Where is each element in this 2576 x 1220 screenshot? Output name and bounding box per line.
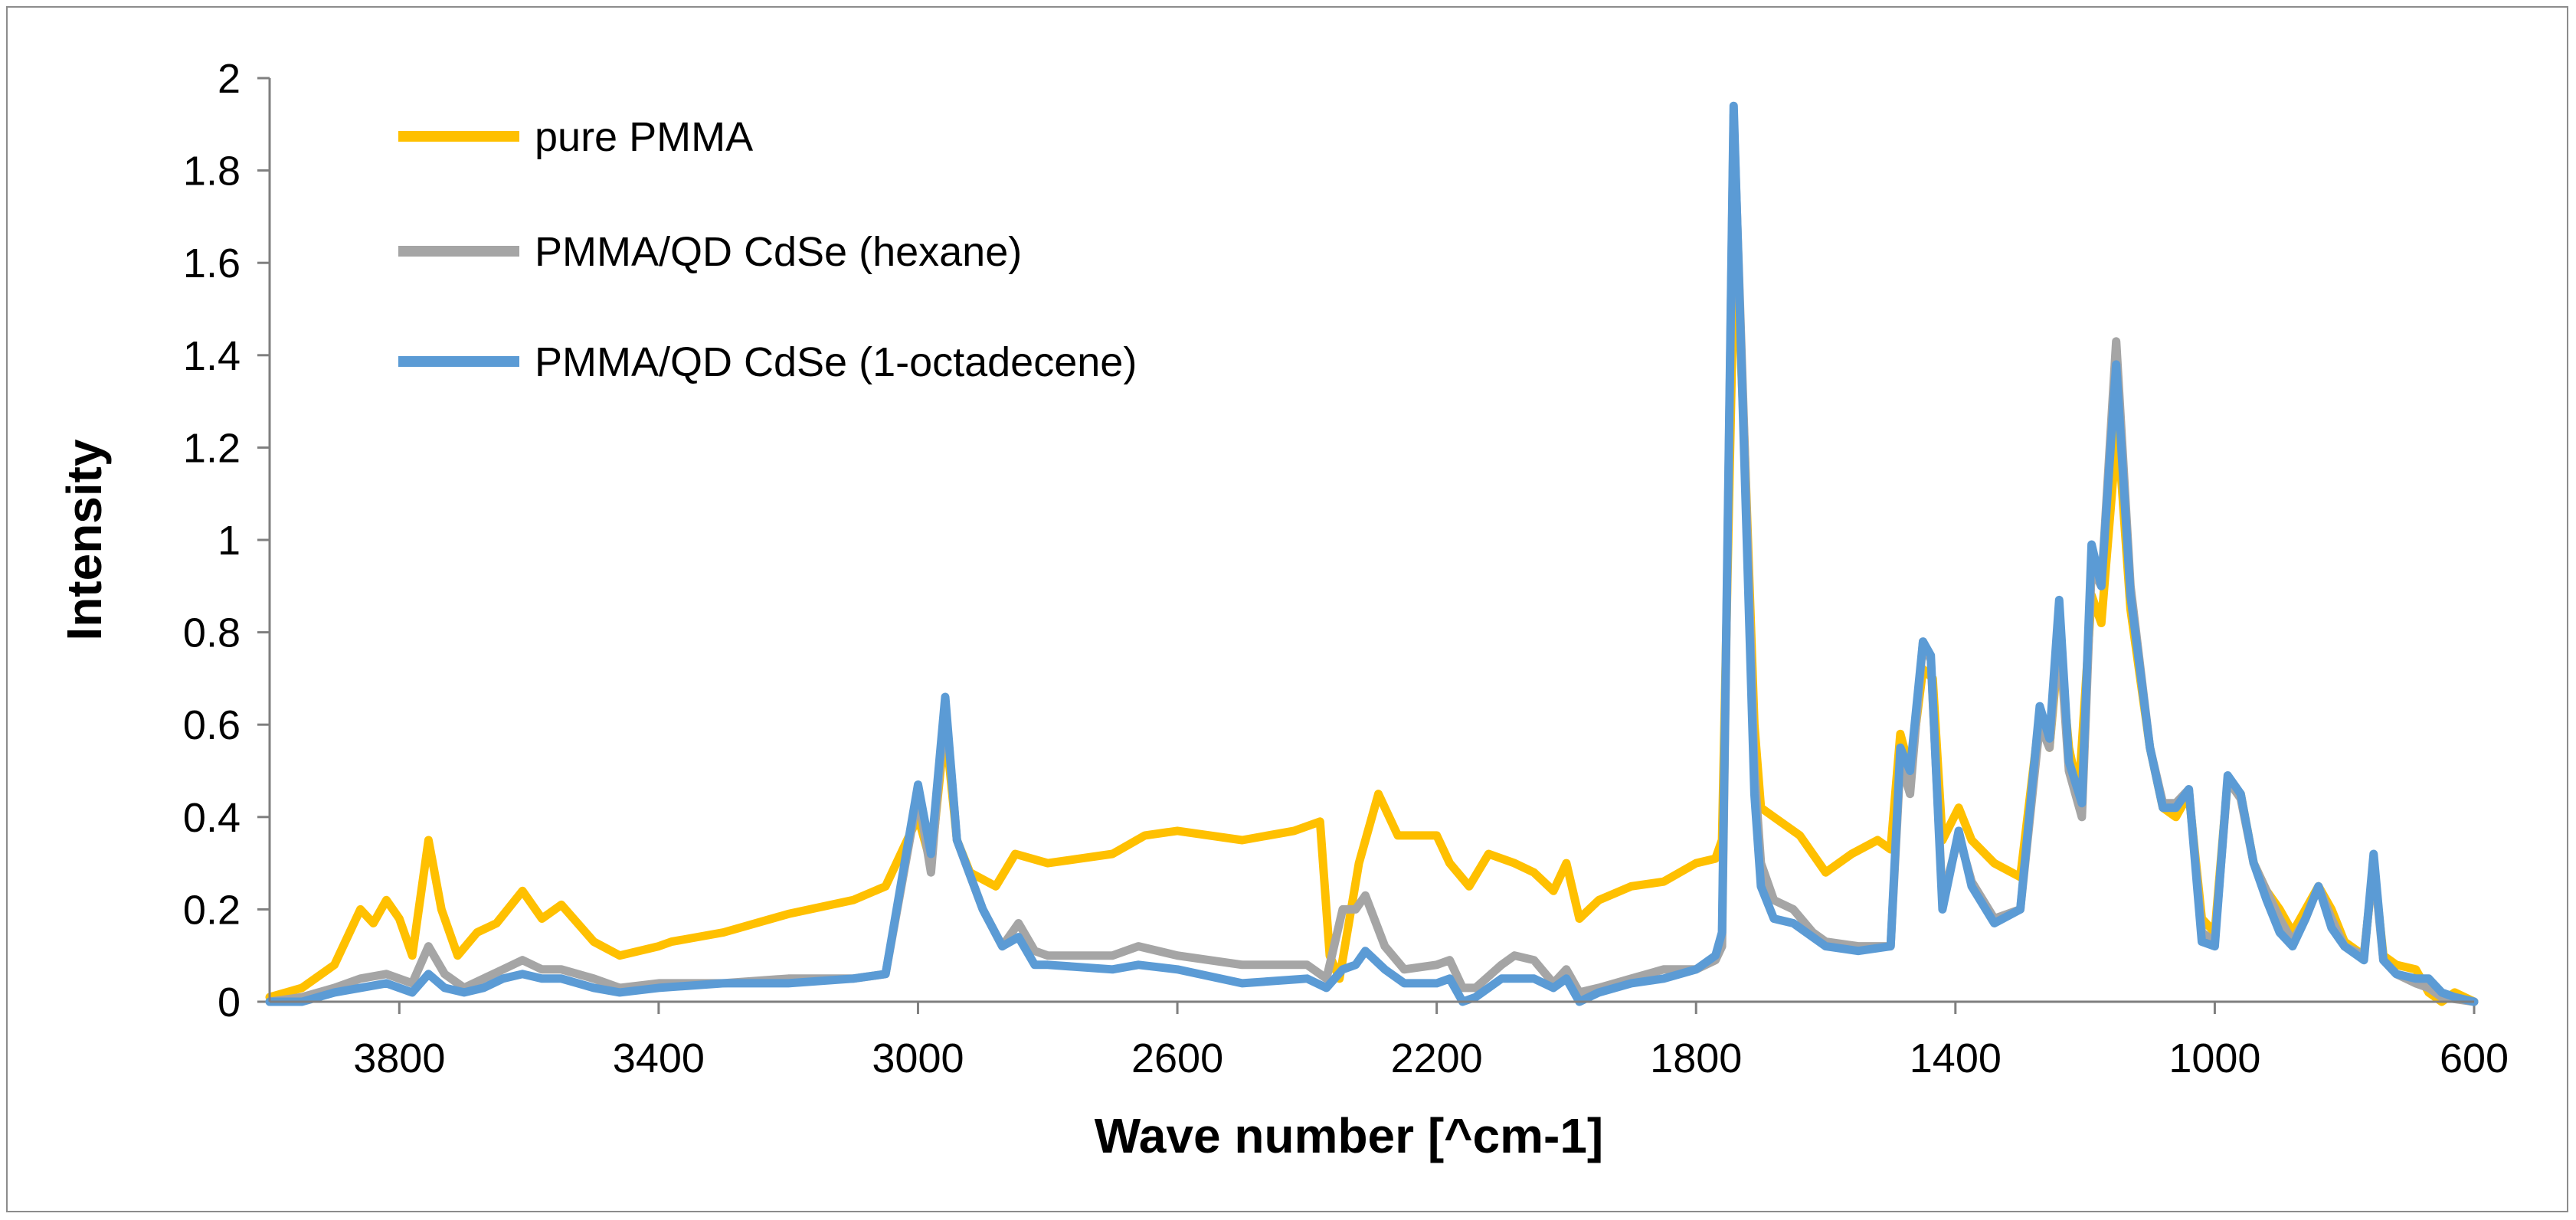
x-tick-label: 2600 <box>1131 1035 1223 1081</box>
x-tick-label: 3000 <box>872 1035 964 1081</box>
y-tick-label: 1 <box>218 518 241 564</box>
x-axis-title: Wave number [^cm-1] <box>1095 1108 1603 1163</box>
y-tick-label: 0.2 <box>183 887 241 933</box>
y-tick-label: 1.6 <box>183 240 241 286</box>
x-tick-label: 600 <box>2440 1035 2509 1081</box>
y-tick-label: 0.4 <box>183 795 241 841</box>
chart-frame: 0 0.2 0.4 0.6 0.8 1 1.2 1.4 1.6 1.8 2 3800 3400 3000 2… <box>6 6 2568 1212</box>
y-tick-label: 1.2 <box>183 425 241 471</box>
legend-label-2: PMMA/QD CdSe (hexane) <box>535 229 1022 275</box>
x-tick-label: 1000 <box>2168 1035 2260 1081</box>
x-tick-label: 1800 <box>1650 1035 1742 1081</box>
x-tick-label: 1400 <box>1910 1035 2002 1081</box>
x-tick-label: 3400 <box>613 1035 705 1081</box>
legend-label-3: PMMA/QD CdSe (1-octadecene) <box>535 339 1137 385</box>
series-line-3 <box>265 101 2479 1006</box>
x-tick-label: 2200 <box>1391 1035 1483 1081</box>
spectrum-chart: 0 0.2 0.4 0.6 0.8 1 1.2 1.4 1.6 1.8 2 3800 3400 3000 2… <box>57 56 2509 1163</box>
y-tick-label: 0.6 <box>183 702 241 748</box>
legend-label-1: pure PMMA <box>535 114 753 160</box>
y-tick-label: 2 <box>218 56 241 102</box>
legend: pure PMMA PMMA/QD CdSe (hexane) PMMA/QD Cd… <box>398 114 1137 385</box>
x-tick-label: 3800 <box>353 1035 445 1081</box>
y-tick-label: 1.4 <box>183 333 241 379</box>
series-lines <box>265 101 2479 1006</box>
y-tick-label: 0 <box>218 980 241 1025</box>
y-axis-title: Intensity <box>57 439 112 641</box>
series-line-1 <box>265 212 2479 1006</box>
axes <box>268 78 2474 1003</box>
axis-ticks: 0 0.2 0.4 0.6 0.8 1 1.2 1.4 1.6 1.8 2 3800 3400 3000 2… <box>183 56 2509 1081</box>
y-tick-label: 1.8 <box>183 149 241 195</box>
y-tick-label: 0.8 <box>183 610 241 656</box>
